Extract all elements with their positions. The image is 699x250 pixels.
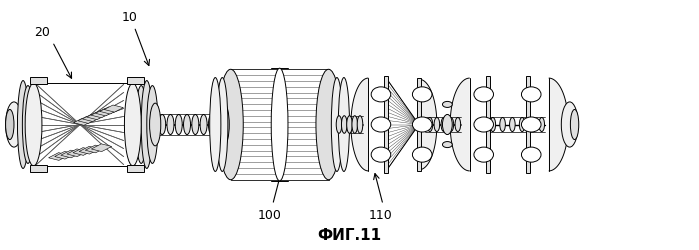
- Text: ФИГ.11: ФИГ.11: [317, 228, 382, 242]
- Bar: [417, 79, 421, 171]
- Ellipse shape: [159, 115, 166, 135]
- Ellipse shape: [17, 81, 29, 169]
- Ellipse shape: [427, 118, 433, 132]
- Polygon shape: [78, 117, 97, 124]
- Ellipse shape: [218, 104, 229, 146]
- Polygon shape: [55, 152, 75, 160]
- Text: 110: 110: [369, 208, 393, 222]
- Polygon shape: [450, 79, 470, 171]
- Ellipse shape: [6, 102, 22, 148]
- Ellipse shape: [442, 102, 452, 108]
- Ellipse shape: [519, 118, 525, 132]
- Ellipse shape: [28, 91, 39, 159]
- Ellipse shape: [371, 118, 391, 132]
- Ellipse shape: [217, 78, 228, 172]
- Ellipse shape: [338, 78, 350, 172]
- Polygon shape: [91, 111, 110, 118]
- Ellipse shape: [521, 88, 541, 102]
- Ellipse shape: [442, 142, 452, 148]
- Ellipse shape: [22, 86, 34, 164]
- Ellipse shape: [341, 116, 347, 134]
- Polygon shape: [61, 150, 81, 158]
- Bar: [30, 165, 47, 172]
- Polygon shape: [100, 108, 119, 114]
- Ellipse shape: [352, 116, 358, 134]
- Ellipse shape: [455, 118, 461, 132]
- Ellipse shape: [136, 86, 147, 164]
- Ellipse shape: [434, 118, 440, 132]
- Polygon shape: [104, 106, 123, 113]
- Polygon shape: [85, 146, 106, 153]
- Text: 100: 100: [257, 208, 281, 222]
- Ellipse shape: [124, 84, 141, 166]
- Ellipse shape: [474, 118, 493, 132]
- Ellipse shape: [529, 118, 535, 132]
- Ellipse shape: [217, 115, 224, 135]
- Ellipse shape: [336, 116, 342, 134]
- Bar: [384, 76, 388, 174]
- Polygon shape: [419, 80, 437, 170]
- Bar: [526, 76, 530, 174]
- Ellipse shape: [500, 118, 505, 132]
- Ellipse shape: [521, 148, 541, 162]
- Polygon shape: [79, 147, 99, 154]
- Ellipse shape: [490, 118, 496, 132]
- Ellipse shape: [25, 84, 42, 166]
- Ellipse shape: [570, 110, 579, 140]
- Ellipse shape: [141, 81, 152, 169]
- Polygon shape: [96, 109, 115, 116]
- Ellipse shape: [474, 88, 493, 102]
- Polygon shape: [82, 115, 101, 122]
- Ellipse shape: [474, 148, 493, 162]
- Ellipse shape: [357, 116, 363, 134]
- Ellipse shape: [442, 115, 452, 135]
- Text: 20: 20: [34, 26, 50, 39]
- Ellipse shape: [184, 115, 191, 135]
- Ellipse shape: [167, 115, 174, 135]
- Ellipse shape: [347, 116, 352, 134]
- Ellipse shape: [271, 69, 288, 181]
- Ellipse shape: [371, 88, 391, 102]
- Ellipse shape: [539, 118, 545, 132]
- Ellipse shape: [147, 86, 158, 164]
- Ellipse shape: [150, 104, 161, 146]
- Polygon shape: [73, 148, 94, 156]
- Text: 10: 10: [122, 11, 137, 24]
- Ellipse shape: [208, 115, 215, 135]
- Polygon shape: [351, 79, 368, 171]
- Ellipse shape: [6, 110, 14, 140]
- Polygon shape: [92, 144, 112, 152]
- Bar: [486, 76, 490, 174]
- Ellipse shape: [412, 118, 432, 132]
- Ellipse shape: [441, 118, 447, 132]
- Ellipse shape: [448, 118, 454, 132]
- Ellipse shape: [331, 78, 343, 172]
- Ellipse shape: [210, 78, 221, 172]
- Bar: [30, 78, 47, 85]
- Bar: [127, 165, 144, 172]
- Ellipse shape: [200, 115, 207, 135]
- Polygon shape: [73, 119, 93, 126]
- Ellipse shape: [412, 88, 432, 102]
- Polygon shape: [549, 79, 568, 171]
- Polygon shape: [67, 149, 87, 157]
- Polygon shape: [48, 153, 69, 161]
- Ellipse shape: [175, 115, 182, 135]
- Polygon shape: [87, 113, 106, 120]
- Ellipse shape: [218, 70, 243, 180]
- Ellipse shape: [561, 102, 578, 148]
- Ellipse shape: [371, 148, 391, 162]
- Bar: [127, 78, 144, 85]
- Ellipse shape: [316, 70, 341, 180]
- Ellipse shape: [510, 118, 515, 132]
- Ellipse shape: [412, 148, 432, 162]
- Ellipse shape: [192, 115, 199, 135]
- Ellipse shape: [521, 118, 541, 132]
